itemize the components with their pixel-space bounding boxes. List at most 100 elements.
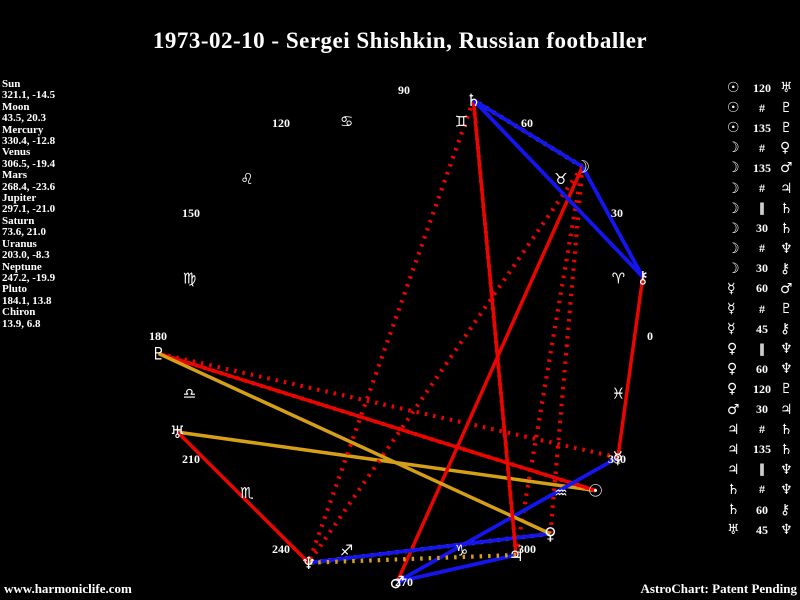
planet-name: Pluto <box>2 283 28 296</box>
degree-label-300: 300 <box>518 542 536 556</box>
moon-icon: ☽ <box>727 220 740 237</box>
aspect-line-uranus-neptune <box>176 430 310 565</box>
sagittarius-sign-icon: ♐ <box>340 541 353 559</box>
saturn-icon: ♄ <box>780 200 793 217</box>
moon-icon: ☽ <box>575 158 590 178</box>
aspect-type-label: # <box>759 100 765 115</box>
degree-label-180: 180 <box>149 329 167 343</box>
chiron-icon: ⚷ <box>637 268 649 288</box>
aspect-row: ♄ 60 ⚷ <box>727 500 799 520</box>
jupiter-icon: ♃ <box>727 441 740 458</box>
pluto-icon: ♇ <box>780 381 793 398</box>
aquarius-sign-icon: ♒ <box>554 484 567 502</box>
chart-title: 1973-02-10 - Sergei Shishkin, Russian fo… <box>152 28 648 53</box>
aspect-line-moon-jupiter <box>513 166 585 556</box>
aspect-line-moon-chiron <box>580 165 645 278</box>
uranus-icon: ♅ <box>727 522 740 539</box>
pluto-icon: ♇ <box>780 301 793 318</box>
moon-icon: ☽ <box>727 180 740 197</box>
aspect-type-label: ∥ <box>759 341 765 356</box>
sun-icon: ☉ <box>727 80 740 97</box>
pisces-sign-icon: ♓ <box>612 384 625 402</box>
neptune-icon: ♆ <box>780 481 793 498</box>
planet-lon-dec: 268.4, -23.6 <box>2 180 56 193</box>
footer-brand: AstroChart: Patent Pending <box>640 581 797 596</box>
aspect-type-label: 30 <box>756 261 768 276</box>
moon-icon: ☽ <box>727 140 740 157</box>
libra-sign-icon: ♎ <box>183 384 196 402</box>
degree-label-240: 240 <box>272 542 290 556</box>
jupiter-icon: ♃ <box>508 546 523 566</box>
uranus-icon: ♅ <box>170 423 185 443</box>
planet-name: Mars <box>2 169 28 182</box>
aspect-line-moon-mars <box>395 165 585 583</box>
aspect-row: ☽ 30 ⚷ <box>727 259 799 279</box>
mercury-icon: ☿ <box>727 280 736 297</box>
aspect-line-saturn-chiron <box>472 98 645 279</box>
aspect-line-saturn-neptune <box>306 99 476 564</box>
planet-lon-dec: 43.5, 20.3 <box>2 112 46 125</box>
planet-name: Sun <box>2 78 21 90</box>
mars-icon: ♂ <box>390 573 405 593</box>
aspect-type-label: 45 <box>756 522 768 537</box>
aspect-row: ☽ 30 ♄ <box>727 219 799 239</box>
scorpio-sign-icon: ♏ <box>240 484 254 502</box>
venus-icon: ♀ <box>727 341 738 358</box>
planet-lon-dec: 184.1, 13.8 <box>2 294 52 307</box>
sun-icon: ☉ <box>727 100 740 117</box>
aspect-row: ♃ ∥ ♆ <box>727 460 799 480</box>
mars-icon: ♂ <box>780 160 793 177</box>
planet-name: Jupiter <box>2 192 37 205</box>
venus-icon: ♀ <box>727 381 738 398</box>
aspect-list-panel: ☉ 120 ♅ ☉ # ♇ ☉ 135 ♇ ☽ # ♀ ☽ 135 ♂ ☽ # ♃ ☽ ∥ ♄ ☽ 30 ♄ ☽ # ♆ ☽ 30 ⚷ ☿ 6… <box>727 78 799 540</box>
gemini-sign-icon: ♊ <box>455 113 468 131</box>
mercury-icon: ☿ <box>613 449 623 469</box>
chiron-icon: ⚷ <box>780 502 791 519</box>
mars-icon: ♂ <box>727 401 740 418</box>
planet-lon-dec: 297.1, -21.0 <box>2 203 56 216</box>
aspect-type-label: ∥ <box>759 201 765 216</box>
aspect-type-label: # <box>759 301 765 316</box>
aspect-line-moon-saturn <box>472 98 584 169</box>
neptune-icon: ♆ <box>780 361 793 378</box>
sun-icon: ☉ <box>588 481 603 501</box>
pluto-icon: ♇ <box>151 345 166 365</box>
mars-icon: ♂ <box>780 280 793 297</box>
aspect-row: ☽ # ♆ <box>727 239 799 259</box>
venus-icon: ♀ <box>727 361 738 378</box>
saturn-icon: ♄ <box>727 502 740 519</box>
aspect-row: ♃ 135 ♄ <box>727 440 799 460</box>
mercury-icon: ☿ <box>727 301 736 318</box>
chiron-icon: ⚷ <box>780 260 791 277</box>
aspect-row: ☉ 135 ♇ <box>727 118 799 138</box>
degree-label-30: 30 <box>611 206 623 220</box>
moon-icon: ☽ <box>727 200 740 217</box>
pluto-icon: ♇ <box>780 120 793 137</box>
aspect-row: ☿ 60 ♂ <box>727 279 799 299</box>
degree-label-330: 330 <box>608 452 626 466</box>
planet-lon-dec: 73.6, 21.0 <box>2 226 46 239</box>
neptune-icon: ♆ <box>301 554 316 574</box>
degree-label-60: 60 <box>521 116 533 130</box>
planet-name: Uranus <box>2 237 37 250</box>
planet-lon-dec: 247.2, -19.9 <box>2 271 56 284</box>
aspect-line-mercury-mars <box>396 455 619 584</box>
degree-label-210: 210 <box>182 452 200 466</box>
aspect-type-label: 135 <box>753 120 771 135</box>
aspect-row: ♀ 120 ♇ <box>727 379 799 399</box>
aspect-type-label: # <box>759 241 765 256</box>
aspect-type-label: 135 <box>753 442 771 457</box>
aspect-line-venus-neptune <box>308 531 551 565</box>
degree-label-270: 270 <box>395 575 413 589</box>
saturn-icon: ♄ <box>780 220 793 237</box>
aspect-row: ☽ 135 ♂ <box>727 158 799 178</box>
planet-name: Saturn <box>2 214 35 227</box>
degree-label-90: 90 <box>398 83 410 97</box>
capricorn-sign-icon: ♑ <box>455 541 468 559</box>
planet-name: Venus <box>2 146 31 159</box>
aspect-line-mercury-chiron <box>616 276 645 458</box>
aspect-line-moon-venus <box>548 166 585 534</box>
planet-position-panel: Sun 321.1, -14.5 Moon 43.5, 20.3 Mercury 330.… <box>2 78 56 330</box>
uranus-icon: ♅ <box>780 80 793 97</box>
